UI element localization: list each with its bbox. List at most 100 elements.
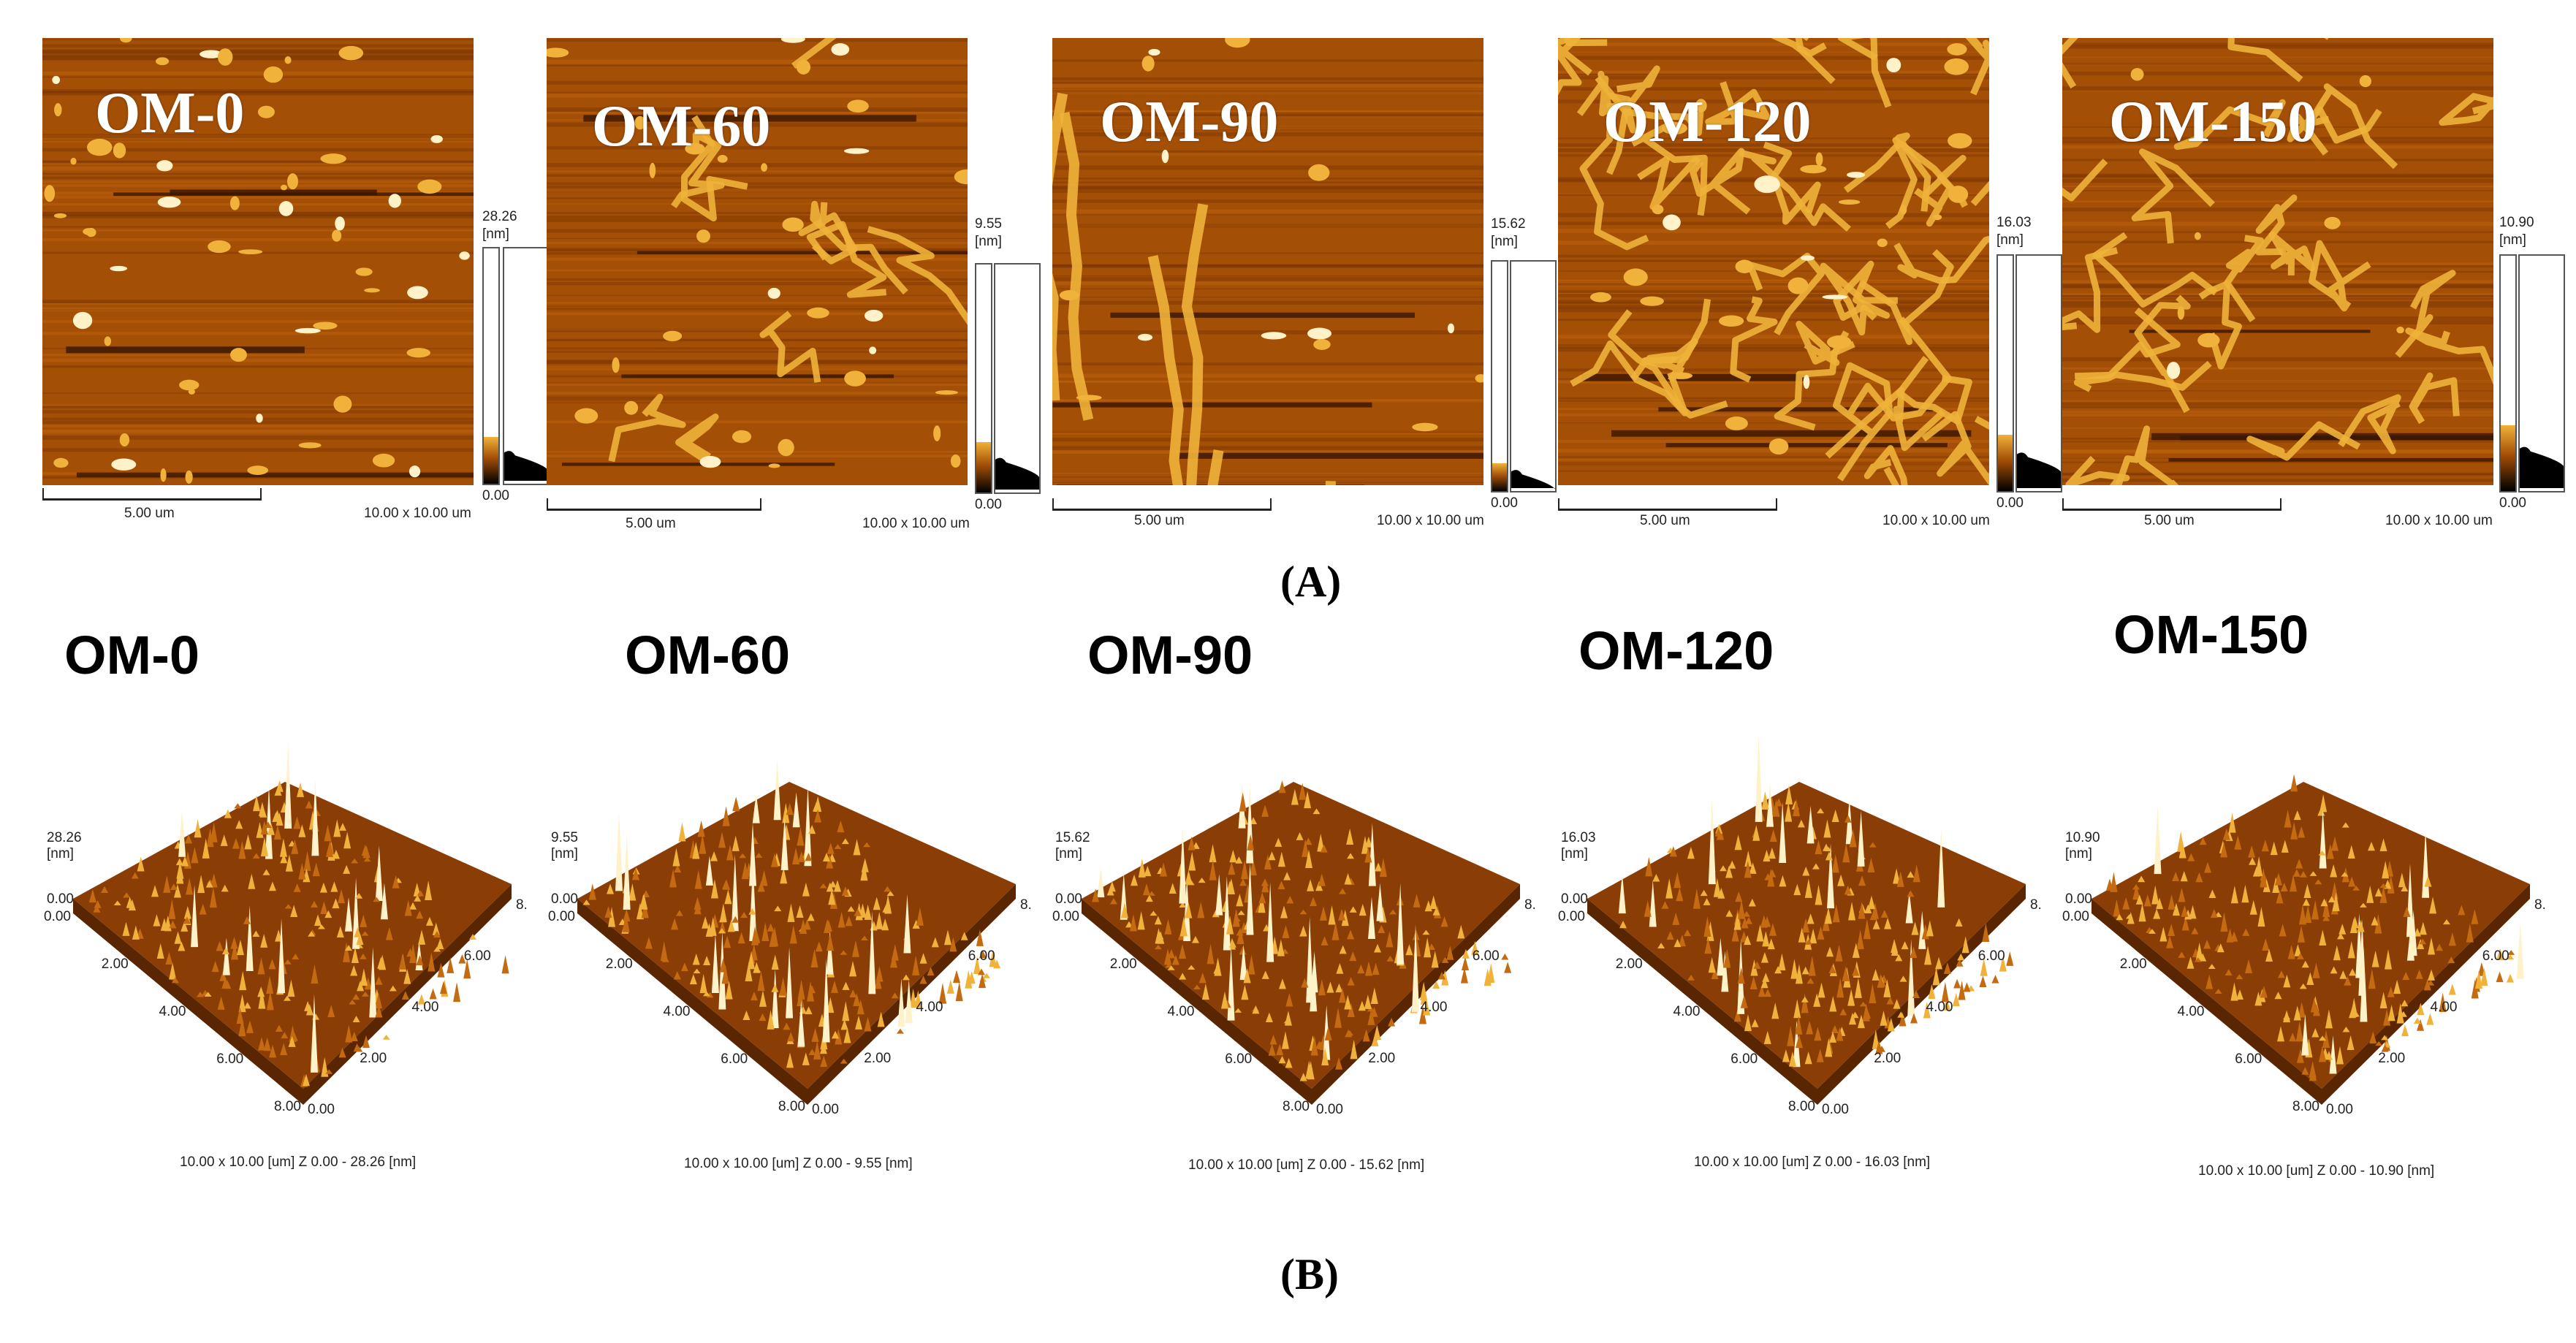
afm-height-map bbox=[1558, 38, 1989, 485]
scan-size-label: 10.00 x 10.00 um bbox=[1377, 513, 1484, 528]
z-unit: [nm] bbox=[551, 846, 578, 861]
color-scale-bar bbox=[975, 263, 992, 494]
axis-tick-label: 2.00 bbox=[2120, 956, 2147, 972]
scale-bar bbox=[1052, 498, 1272, 511]
axis-tick-label: 0.00 bbox=[548, 909, 575, 924]
surface-plot-3d: 0.00 0.00 2.00 2.00 4.00 4.00 6.00 6.00 8.00 8.00… bbox=[548, 759, 1030, 1117]
axis-tick-label: 4.00 bbox=[2178, 1004, 2205, 1019]
z-min-value: 0.00 bbox=[482, 488, 509, 503]
sample-label-3d: OM-150 bbox=[2113, 604, 2309, 665]
z-max-value: 10.90 bbox=[2499, 215, 2534, 230]
axis-tick-label: 4.00 bbox=[1421, 1000, 1448, 1015]
sample-label-3d: OM-120 bbox=[1578, 620, 1774, 681]
height-histogram bbox=[2015, 254, 2062, 492]
axis-tick-label: 8.00 bbox=[778, 1099, 805, 1114]
afm-height-map bbox=[2062, 38, 2493, 485]
z-unit: [nm] bbox=[1055, 846, 1082, 861]
panel-a-label: (A) bbox=[1280, 558, 1342, 606]
axis-tick-label: 8.00 bbox=[2292, 1099, 2319, 1114]
axis-tick-label: 0.00 bbox=[2326, 1102, 2353, 1117]
sample-label: OM-120 bbox=[1603, 90, 1812, 154]
surface-plot-3d: 0.00 0.00 2.00 2.00 4.00 4.00 6.00 6.00 8.00 8.00… bbox=[1052, 780, 1535, 1117]
surface-summary: 10.00 x 10.00 [um] Z 0.00 - 9.55 [nm] bbox=[684, 1156, 913, 1171]
axis-tick-label: 4.00 bbox=[159, 1004, 186, 1019]
axis-tick-label: 2.00 bbox=[1110, 956, 1137, 972]
axis-tick-label: 4.00 bbox=[1926, 1000, 1953, 1015]
surface-plot-3d: 0.00 0.00 2.00 2.00 4.00 4.00 6.00 6.00 8.00 8.00… bbox=[44, 742, 526, 1117]
z-unit: [nm] bbox=[1561, 846, 1588, 861]
axis-tick-label: 6.00 bbox=[968, 948, 995, 964]
axis-tick-label: 4.00 bbox=[664, 1004, 691, 1019]
z-min-value: 0.00 bbox=[551, 891, 578, 907]
z-unit: [nm] bbox=[2065, 846, 2092, 861]
surface-summary: 10.00 x 10.00 [um] Z 0.00 - 15.62 [nm] bbox=[1188, 1157, 1425, 1173]
z-unit: [nm] bbox=[2499, 232, 2526, 248]
axis-tick-label: 0.00 bbox=[1052, 909, 1079, 924]
z-max-value: 15.62 bbox=[1055, 830, 1090, 845]
scan-size-label: 10.00 x 10.00 um bbox=[862, 516, 970, 531]
axis-tick-label: 8.00 bbox=[1524, 897, 1535, 913]
scale-bar bbox=[547, 498, 761, 511]
axis-tick-label: 8.00 bbox=[516, 897, 526, 913]
axis-tick-label: 2.00 bbox=[864, 1051, 891, 1066]
axis-tick-label: 4.00 bbox=[412, 1000, 439, 1015]
axis-tick-label: 8.00 bbox=[2534, 897, 2545, 913]
scale-bar-label: 5.00 um bbox=[1134, 513, 1185, 528]
z-min-value: 0.00 bbox=[2065, 891, 2092, 907]
axis-tick-label: 8.00 bbox=[2030, 897, 2040, 913]
axis-tick-label: 2.00 bbox=[606, 956, 633, 972]
height-histogram bbox=[994, 263, 1041, 494]
axis-tick-label: 2.00 bbox=[1874, 1051, 1901, 1066]
z-min-value: 0.00 bbox=[47, 891, 74, 907]
sample-label-3d: OM-0 bbox=[64, 625, 200, 685]
axis-tick-label: 0.00 bbox=[812, 1102, 839, 1117]
height-histogram bbox=[2518, 254, 2565, 492]
axis-tick-label: 2.00 bbox=[1368, 1051, 1395, 1066]
axis-tick-label: 2.00 bbox=[102, 956, 129, 972]
z-unit: [nm] bbox=[1996, 232, 2024, 248]
surface-summary: 10.00 x 10.00 [um] Z 0.00 - 16.03 [nm] bbox=[1694, 1154, 1931, 1170]
axis-tick-label: 0.00 bbox=[2062, 909, 2089, 924]
axis-tick-label: 8.00 bbox=[1788, 1099, 1815, 1114]
z-min-value: 0.00 bbox=[1996, 495, 2024, 511]
axis-tick-label: 6.00 bbox=[2235, 1051, 2262, 1067]
z-max-value: 15.62 bbox=[1491, 216, 1526, 232]
z-min-value: 0.00 bbox=[2499, 495, 2526, 511]
scan-size-label: 10.00 x 10.00 um bbox=[364, 506, 471, 521]
scale-bar-label: 5.00 um bbox=[626, 516, 676, 531]
scale-bar-label: 5.00 um bbox=[124, 506, 175, 521]
z-min-value: 0.00 bbox=[1055, 891, 1082, 907]
scale-bar bbox=[42, 488, 262, 501]
axis-tick-label: 8.00 bbox=[274, 1099, 301, 1114]
axis-tick-label: 0.00 bbox=[44, 909, 71, 924]
axis-tick-label: 2.00 bbox=[2378, 1051, 2405, 1066]
z-max-value: 28.26 bbox=[482, 209, 517, 224]
panel-b-label: (B) bbox=[1280, 1250, 1339, 1298]
scan-size-label: 10.00 x 10.00 um bbox=[2385, 513, 2493, 528]
scan-size-label: 10.00 x 10.00 um bbox=[1882, 513, 1990, 528]
axis-tick-label: 0.00 bbox=[1558, 909, 1585, 924]
sample-label: OM-60 bbox=[592, 94, 771, 159]
axis-tick-label: 0.00 bbox=[1316, 1102, 1343, 1117]
z-unit: [nm] bbox=[975, 234, 1002, 249]
axis-tick-label: 6.00 bbox=[1978, 948, 2005, 964]
sample-label-3d: OM-90 bbox=[1087, 625, 1253, 685]
z-max-value: 9.55 bbox=[975, 216, 1002, 232]
afm-height-map bbox=[1052, 38, 1483, 485]
z-min-value: 0.00 bbox=[975, 497, 1002, 512]
axis-tick-label: 6.00 bbox=[1473, 948, 1500, 964]
axis-tick-label: 8.00 bbox=[1283, 1099, 1310, 1114]
afm-height-map bbox=[42, 38, 474, 485]
axis-tick-label: 8.00 bbox=[1020, 897, 1030, 913]
sample-label-3d: OM-60 bbox=[625, 625, 791, 685]
z-max-value: 9.55 bbox=[551, 830, 578, 845]
color-scale-bar bbox=[1491, 260, 1508, 492]
axis-tick-label: 6.00 bbox=[464, 948, 491, 964]
axis-tick-label: 2.00 bbox=[1616, 956, 1643, 972]
z-unit: [nm] bbox=[482, 227, 509, 242]
axis-tick-label: 6.00 bbox=[1730, 1051, 1758, 1067]
axis-tick-label: 4.00 bbox=[2431, 1000, 2458, 1015]
axis-tick-label: 6.00 bbox=[1225, 1051, 1252, 1067]
surface-plot-3d: 0.00 0.00 2.00 2.00 4.00 4.00 6.00 6.00 8.00 8.00… bbox=[1558, 734, 2040, 1117]
scale-bar bbox=[2062, 498, 2281, 511]
